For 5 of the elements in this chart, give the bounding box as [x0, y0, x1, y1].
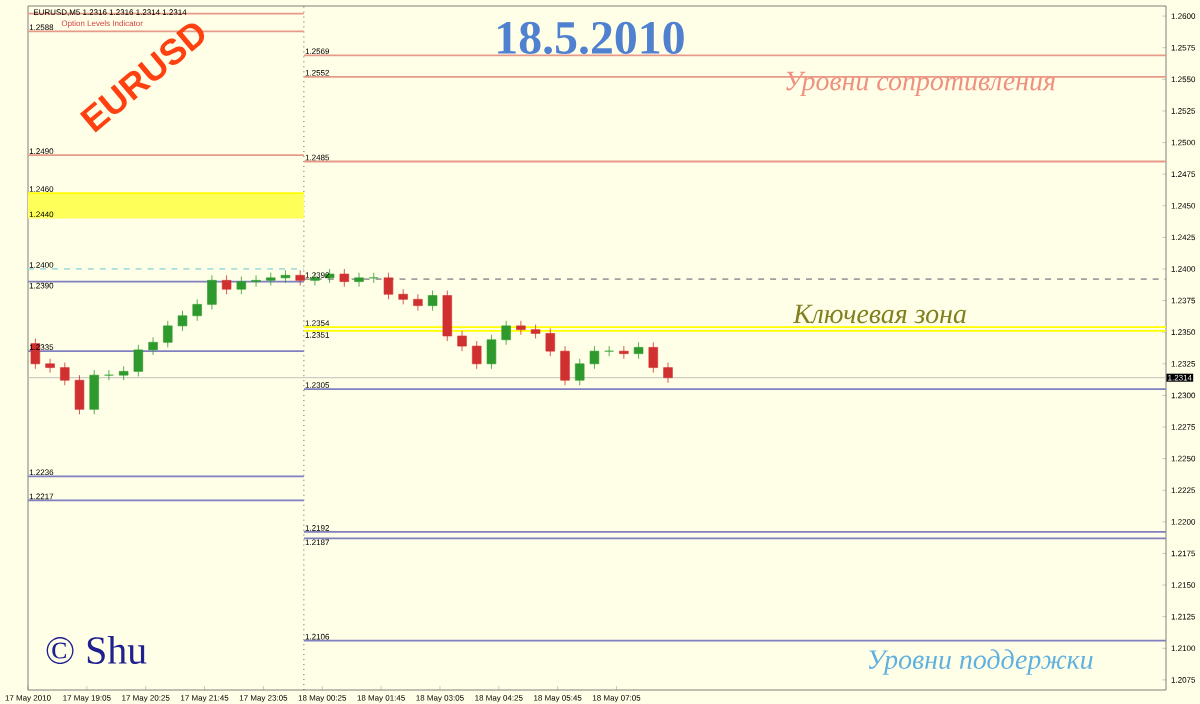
annotation: Уровни сопротивления	[786, 71, 1055, 97]
annotation: Ключевая зона	[792, 304, 966, 324]
annotation: © Shu	[46, 635, 147, 664]
chart-title: 18.5.2010	[498, 21, 684, 55]
annotation: Уровни поддержки	[868, 649, 1093, 675]
